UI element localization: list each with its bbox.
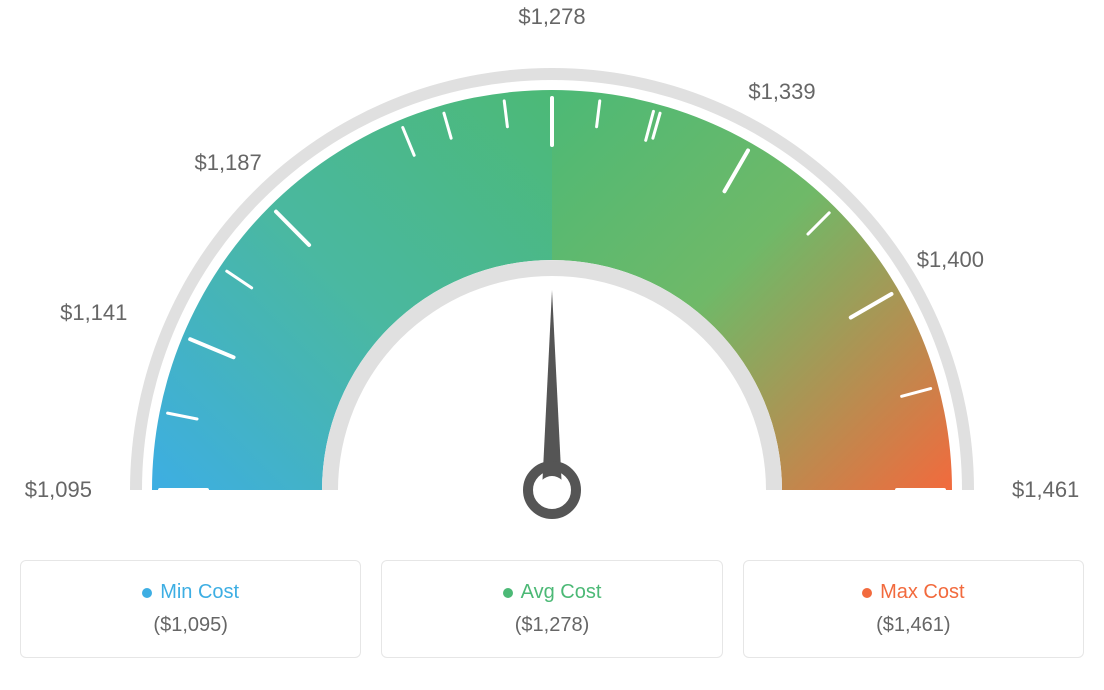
gauge-tick-label: $1,187 xyxy=(194,150,261,176)
gauge-tick-label: $1,095 xyxy=(25,477,92,503)
min-dot xyxy=(142,588,152,598)
gauge-tick-label: $1,339 xyxy=(748,79,815,105)
legend-card-min: Min Cost ($1,095) xyxy=(20,560,361,658)
avg-value: ($1,278) xyxy=(392,614,711,637)
min-value: ($1,095) xyxy=(31,614,350,637)
gauge-svg xyxy=(20,20,1084,530)
gauge-tick-label: $1,141 xyxy=(60,300,127,326)
gauge-tick-label: $1,461 xyxy=(1012,477,1079,503)
gauge-tick-label: $1,278 xyxy=(518,4,585,30)
gauge-chart: $1,095$1,141$1,187$1,278$1,339$1,400$1,4… xyxy=(20,20,1084,530)
min-title: Min Cost xyxy=(160,581,239,604)
legend-card-max: Max Cost ($1,461) xyxy=(743,560,1084,658)
max-dot xyxy=(862,588,872,598)
max-value: ($1,461) xyxy=(754,614,1073,637)
legend-card-avg: Avg Cost ($1,278) xyxy=(381,560,722,658)
max-title: Max Cost xyxy=(880,581,964,604)
avg-dot xyxy=(503,588,513,598)
avg-title: Avg Cost xyxy=(521,581,602,604)
gauge-tick-label: $1,400 xyxy=(917,247,984,273)
legend-row: Min Cost ($1,095) Avg Cost ($1,278) Max … xyxy=(20,560,1084,658)
